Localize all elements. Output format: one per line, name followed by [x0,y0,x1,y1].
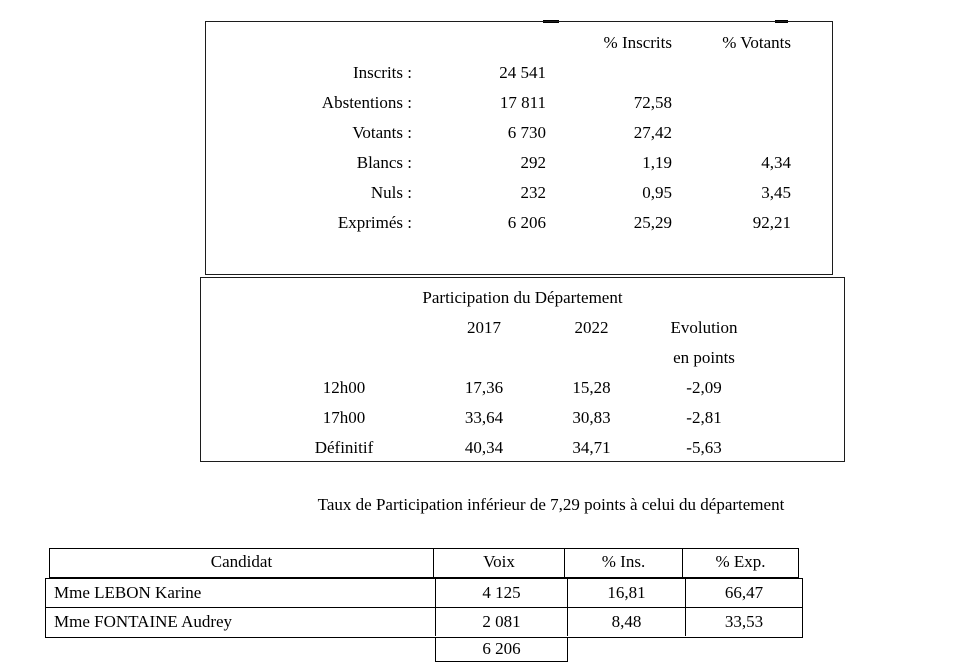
summary-row-pct-inscrits: 27,42 [633,123,672,142]
participation-evolution-value: -2,81 [686,408,722,427]
table-row: Abstentions : 17 811 72,58 [206,88,832,118]
participation-table: Participation du Département 2017 2022 E… [200,277,845,462]
participation-table-title: Participation du Département [422,288,623,307]
summary-row-pct-votants [672,118,791,148]
candidate-row: Mme FONTAINE Audrey 2 081 8,48 33,53 [46,608,802,636]
empty-cell [206,28,412,58]
participation-subheader-en-points: en points [673,348,735,367]
summary-row-pct-votants [672,88,791,118]
candidate-voix: 2 081 [436,608,568,636]
participation-2017-value: 17,36 [464,378,504,397]
table-row: Exprimés : 6 206 25,29 92,21 [206,208,832,238]
participation-row-label: Définitif [314,438,374,457]
candidates-header-candidat: Candidat [50,549,434,577]
participation-2022-value: 30,83 [572,408,611,427]
table-row: 17h00 33,64 30,83 -2,81 [259,403,844,433]
participation-2017-value: 40,34 [464,438,504,457]
candidate-pct-exp: 66,47 [724,583,764,602]
summary-row-pct-votants: 3,45 [761,183,791,202]
summary-row-label: Blancs : [356,153,412,172]
summary-row-value: 17 811 [499,93,546,112]
participation-2017-value: 33,64 [464,408,504,427]
summary-row-label: Abstentions : [321,93,412,112]
participation-header-evolution: Evolution [670,318,738,337]
candidate-pct-ins: 16,81 [568,579,686,607]
summary-row-pct-inscrits: 72,58 [633,93,672,112]
summary-row-pct-votants [672,58,791,88]
candidate-name: Mme LEBON Karine [46,579,436,607]
summary-header-pct-inscrits: % Inscrits [603,33,672,52]
table-row: Définitif 40,34 34,71 -5,63 [259,433,844,463]
participation-row-label: 12h00 [322,378,366,397]
participation-row-label: 17h00 [322,408,366,427]
summary-row-label: Nuls : [370,183,412,202]
summary-row-value: 6 206 [507,213,546,232]
empty-cell [429,343,539,373]
candidate-name: Mme FONTAINE Audrey [46,608,436,636]
summary-row-label: Votants : [352,123,412,142]
candidate-pct-exp: 33,53 [724,612,764,631]
participation-evolution-value: -5,63 [686,438,722,457]
summary-row-pct-inscrits: 1,19 [642,153,672,172]
empty-cell [539,343,644,373]
summary-row-pct-inscrits: 25,29 [633,213,672,232]
table-row: Blancs : 292 1,19 4,34 [206,148,832,178]
participation-2022-value: 15,28 [572,378,611,397]
candidates-total-voix: 6 206 [435,637,568,662]
participation-subheader-row: en points [259,343,844,373]
summary-row-pct-inscrits [546,58,672,88]
summary-row-value: 6 730 [507,123,546,142]
candidates-header-voix: Voix [434,549,565,577]
participation-2022-value: 34,71 [572,438,611,457]
empty-cell [259,313,429,343]
participation-header-2022: 2022 [574,318,609,337]
empty-cell [412,28,546,58]
candidates-table-body: Mme LEBON Karine 4 125 16,81 66,47 Mme F… [45,578,803,638]
summary-row-value: 24 541 [499,63,546,82]
candidate-row: Mme LEBON Karine 4 125 16,81 66,47 [46,579,802,608]
participation-header-2017: 2017 [467,318,501,337]
candidates-table-header: Candidat Voix % Ins. % Exp. [49,548,799,578]
table-row: 12h00 17,36 15,28 -2,09 [259,373,844,403]
candidate-pct-ins: 8,48 [568,608,686,636]
table-row: Inscrits : 24 541 [206,58,832,88]
summary-table: % Inscrits % Votants Inscrits : 24 541 A… [205,21,833,275]
participation-evolution-value: -2,09 [686,378,722,397]
participation-comparison-note: Taux de Participation inférieur de 7,29 … [317,495,785,514]
candidate-voix: 4 125 [436,579,568,607]
summary-row-label: Exprimés : [337,213,412,232]
summary-row-pct-inscrits: 0,95 [642,183,672,202]
candidates-header-pct-exp: % Exp. [715,552,766,571]
empty-cell [259,343,429,373]
candidates-header-pct-ins: % Ins. [565,549,683,577]
summary-row-value: 292 [520,153,547,172]
table-row: Votants : 6 730 27,42 [206,118,832,148]
summary-header-pct-votants: % Votants [722,33,791,52]
summary-row-pct-votants: 92,21 [752,213,791,232]
participation-header-row: 2017 2022 Evolution [259,313,844,343]
summary-header-row: % Inscrits % Votants [206,28,832,58]
summary-row-pct-votants: 4,34 [761,153,791,172]
summary-row-label: Inscrits : [352,63,412,82]
summary-row-value: 232 [520,183,547,202]
table-row: Nuls : 232 0,95 3,45 [206,178,832,208]
